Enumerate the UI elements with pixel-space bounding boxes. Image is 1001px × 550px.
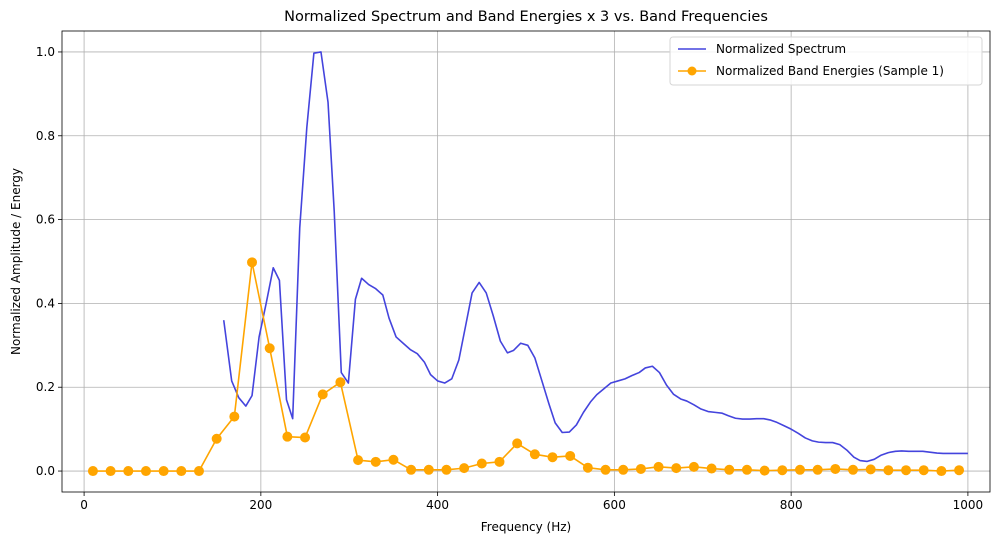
series-line	[222, 51, 968, 463]
grid	[62, 31, 990, 492]
data-point	[706, 463, 717, 474]
y-tick-label: 1.0	[36, 45, 55, 59]
data-point	[353, 455, 364, 466]
legend-item: Normalized Band Energies (Sample 1)	[678, 64, 944, 78]
x-tick-label: 800	[780, 498, 803, 512]
y-tick-label: 0.0	[36, 464, 55, 478]
legend-box	[669, 36, 983, 86]
data-point	[529, 449, 540, 460]
legend-item: Normalized Spectrum	[678, 42, 846, 56]
data-point	[512, 438, 523, 449]
data-point	[211, 433, 222, 444]
axes-frame	[61, 30, 991, 493]
data-point	[105, 466, 116, 477]
data-point	[777, 465, 788, 476]
series-layer	[87, 51, 968, 477]
y-tick-label: 0.4	[36, 296, 55, 310]
data-point	[653, 461, 664, 472]
data-point	[901, 465, 912, 476]
data-point	[264, 343, 275, 354]
data-point	[140, 466, 151, 477]
x-tick-label: 200	[249, 498, 272, 512]
legend-marker	[687, 66, 697, 76]
data-point	[724, 464, 735, 475]
legend-label: Normalized Spectrum	[716, 42, 846, 56]
x-tick-label: 1000	[953, 498, 984, 512]
data-point	[741, 464, 752, 475]
data-point	[582, 462, 593, 473]
data-point	[830, 463, 841, 474]
data-point	[688, 461, 699, 472]
series-2	[87, 257, 965, 477]
legend-label: Normalized Band Energies (Sample 1)	[716, 64, 944, 78]
y-axis-label: Normalized Amplitude / Energy	[9, 168, 23, 355]
legend: Normalized Spectrum Normalized Band Energ…	[669, 36, 983, 86]
data-point	[459, 463, 470, 474]
data-point	[759, 465, 770, 476]
ticks: 0 200 400 600 800 1000 0.0 0.2 0.4 0.6 0.8 1.0	[36, 45, 983, 512]
y-tick-label: 0.2	[36, 380, 55, 394]
data-point	[317, 389, 328, 400]
data-point	[918, 465, 929, 476]
data-point	[812, 464, 823, 475]
data-point	[193, 466, 204, 477]
data-point	[954, 465, 965, 476]
x-tick-label: 600	[603, 498, 626, 512]
data-point	[565, 450, 576, 461]
x-tick-label: 400	[426, 498, 449, 512]
data-point	[300, 432, 311, 443]
data-point	[936, 466, 947, 477]
data-point	[282, 431, 293, 442]
data-point	[547, 452, 558, 463]
data-point	[618, 464, 629, 475]
x-tick-label: 0	[80, 498, 88, 512]
data-point	[229, 411, 240, 422]
data-point	[388, 454, 399, 465]
data-point	[87, 466, 98, 477]
series-line	[92, 261, 960, 472]
data-point	[848, 464, 859, 475]
x-axis-label: Frequency (Hz)	[481, 520, 572, 534]
data-point	[370, 456, 381, 467]
data-point	[247, 257, 258, 268]
data-point	[423, 464, 434, 475]
data-point	[883, 465, 894, 476]
data-point	[176, 466, 187, 477]
data-point	[600, 464, 611, 475]
data-point	[335, 377, 346, 388]
data-point	[158, 466, 169, 477]
data-point	[865, 464, 876, 475]
data-point	[406, 464, 417, 475]
data-point	[441, 464, 452, 475]
data-point	[476, 458, 487, 469]
data-point	[671, 463, 682, 474]
data-point	[123, 466, 134, 477]
data-point	[635, 463, 646, 474]
data-point	[494, 456, 505, 467]
series-1	[222, 51, 968, 463]
data-point	[794, 464, 805, 475]
y-tick-label: 0.6	[36, 213, 55, 227]
y-tick-label: 0.8	[36, 129, 55, 143]
chart-title: Normalized Spectrum and Band Energies x …	[284, 9, 768, 25]
